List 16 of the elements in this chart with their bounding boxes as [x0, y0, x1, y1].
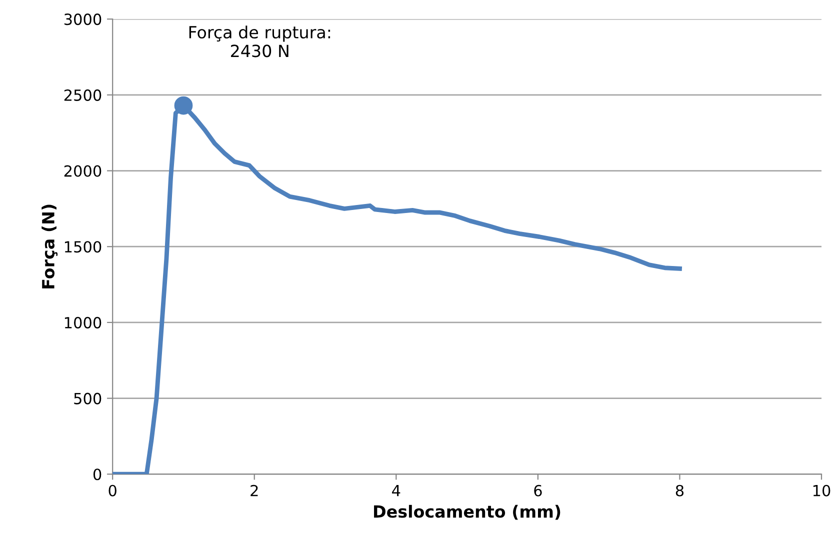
- y-tick-label: 1000: [64, 316, 102, 328]
- y-tick-label: 500: [74, 392, 102, 404]
- x-tick-label: 8: [676, 484, 684, 496]
- y-tick-label: 2500: [64, 89, 102, 101]
- annotation: Força de ruptura: 2430 N: [189, 26, 330, 58]
- y-tick-label: 3000: [64, 14, 102, 26]
- x-tick-label: 6: [534, 484, 542, 496]
- x-tick-label: 2: [250, 484, 258, 496]
- y-tick-label: 2000: [64, 165, 102, 177]
- x-tick-label: 0: [108, 484, 116, 496]
- x-axis-title: Deslocamento (mm): [374, 504, 560, 520]
- y-tick-label: 1500: [64, 241, 102, 253]
- x-tick-label: 4: [392, 485, 400, 496]
- x-tick-label: 10: [813, 484, 830, 496]
- y-axis-title: Força (N): [42, 204, 58, 288]
- y-tick-label: 0: [93, 468, 102, 480]
